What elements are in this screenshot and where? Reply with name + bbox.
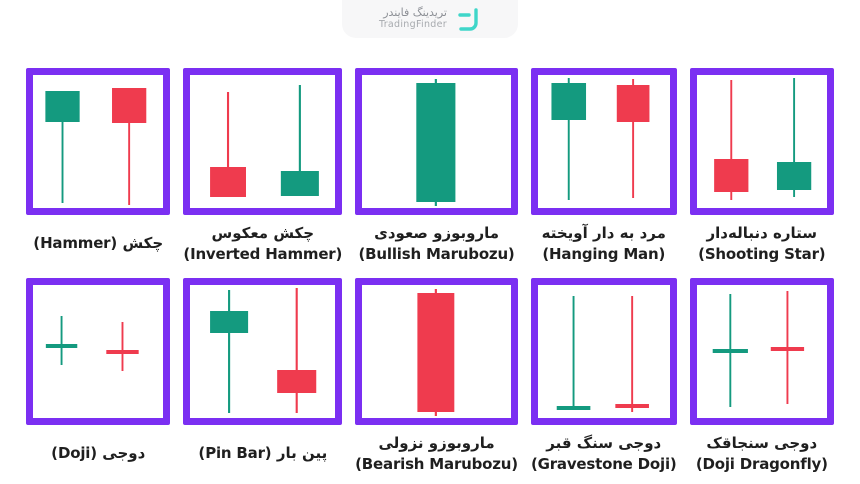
pattern-box-shooting-star bbox=[689, 68, 834, 215]
pattern-card-inverted-hammer: چکش معکوس (Inverted Hammer) bbox=[183, 68, 342, 272]
pattern-label-fa: مرد به دار آویخته bbox=[541, 224, 667, 243]
candlestick-drawing-gravestone-doji bbox=[556, 296, 649, 412]
pattern-label-doji-dragonfly: دوجی سنجاقک (Doji Dragonfly) bbox=[690, 425, 834, 482]
pattern-card-gravestone-doji: دوجی سنگ قبر (Gravestone Doji) bbox=[530, 278, 677, 482]
candlestick-drawing-inverted-hammer bbox=[210, 85, 320, 197]
pattern-box-bullish-marubozu bbox=[355, 68, 518, 215]
pattern-card-doji-dragonfly: دوجی سنجاقک (Doji Dragonfly) bbox=[689, 278, 834, 482]
pattern-label-fa: دوجی سنجاقک bbox=[706, 434, 818, 453]
tradingfinder-logo-icon bbox=[458, 8, 478, 31]
pattern-label-hammer: چکش (Hammer) bbox=[26, 215, 170, 272]
pattern-box-doji bbox=[26, 278, 171, 425]
pattern-label-pin-bar: پین بار (Pin Bar) bbox=[183, 425, 342, 482]
brand-name-en: TradingFinder bbox=[379, 18, 447, 30]
candlestick-drawing-bullish-marubozu bbox=[416, 79, 456, 206]
pattern-box-inverted-hammer bbox=[183, 68, 343, 215]
pattern-label-en: (Doji Dragonfly) bbox=[695, 454, 828, 473]
candlestick-drawing-bearish-marubozu bbox=[417, 289, 455, 416]
candlestick-drawing-doji-dragonfly bbox=[712, 291, 804, 407]
pattern-label-en: (Gravestone Doji) bbox=[530, 454, 677, 473]
pattern-card-shooting-star: ستاره دنباله‌دار (Shooting Star) bbox=[689, 68, 834, 272]
pattern-label-bullish-marubozu: ماروبوزو صعودی (Bullish Marubozu) bbox=[355, 215, 518, 272]
pattern-card-pin-bar: پین بار (Pin Bar) bbox=[183, 278, 343, 482]
pattern-card-hanging-man: مرد به دار آویخته (Hanging Man) bbox=[530, 68, 677, 272]
candlestick-drawing-shooting-star bbox=[713, 78, 811, 200]
pattern-card-doji: دوجی (Doji) bbox=[26, 278, 171, 482]
candlestick-drawing-hanging-man bbox=[551, 78, 650, 200]
brand-name-fa: تریدینگ فایندر bbox=[383, 6, 447, 20]
pattern-label-shooting-star: ستاره دنباله‌دار (Shooting Star) bbox=[690, 215, 834, 272]
candlestick-drawing-pin-bar bbox=[210, 288, 317, 413]
pattern-box-doji-dragonfly bbox=[689, 278, 834, 425]
pattern-label-gravestone-doji: دوجی سنگ قبر (Gravestone Doji) bbox=[531, 425, 677, 482]
pattern-label-fa-en: دوجی (Doji) bbox=[51, 444, 146, 463]
pattern-box-hammer bbox=[26, 68, 171, 215]
pattern-card-hammer: چکش (Hammer) bbox=[26, 68, 171, 272]
pattern-label-inverted-hammer: چکش معکوس (Inverted Hammer) bbox=[183, 215, 342, 272]
pattern-box-bearish-marubozu bbox=[355, 278, 518, 425]
pattern-label-fa: ماروبوزو نزولی bbox=[378, 434, 495, 453]
pattern-label-doji: دوجی (Doji) bbox=[26, 425, 170, 482]
pattern-box-gravestone-doji bbox=[530, 278, 677, 425]
pattern-box-pin-bar bbox=[183, 278, 343, 425]
pattern-label-fa: دوجی سنگ قبر bbox=[546, 434, 662, 453]
pattern-card-bullish-marubozu: ماروبوزو صعودی (Bullish Marubozu) bbox=[355, 68, 518, 272]
pattern-label-hanging-man: مرد به دار آویخته (Hanging Man) bbox=[531, 215, 677, 272]
brand-text: تریدینگ فایندر TradingFinder bbox=[379, 7, 447, 31]
pattern-label-fa-en: پین بار (Pin Bar) bbox=[198, 444, 328, 463]
candlestick-drawing-hammer bbox=[45, 88, 147, 205]
pattern-label-fa: چکش معکوس bbox=[211, 224, 315, 243]
pattern-label-fa: ماروبوزو صعودی bbox=[374, 224, 500, 243]
pattern-label-en: (Bearish Marubozu) bbox=[355, 454, 518, 473]
pattern-card-bearish-marubozu: ماروبوزو نزولی (Bearish Marubozu) bbox=[355, 278, 518, 482]
pattern-label-en: (Inverted Hammer) bbox=[183, 244, 343, 263]
pattern-label-en: (Shooting Star) bbox=[698, 244, 826, 263]
pattern-label-bearish-marubozu: ماروبوزو نزولی (Bearish Marubozu) bbox=[355, 425, 518, 482]
brand-header: تریدینگ فایندر TradingFinder bbox=[342, 0, 518, 38]
pattern-label-fa-en: چکش (Hammer) bbox=[33, 234, 164, 253]
pattern-label-en: (Hanging Man) bbox=[542, 244, 666, 263]
pattern-box-hanging-man bbox=[530, 68, 677, 215]
pattern-label-en: (Bullish Marubozu) bbox=[358, 244, 515, 263]
candlestick-drawing-doji bbox=[45, 316, 139, 371]
pattern-label-fa: ستاره دنباله‌دار bbox=[706, 224, 818, 243]
